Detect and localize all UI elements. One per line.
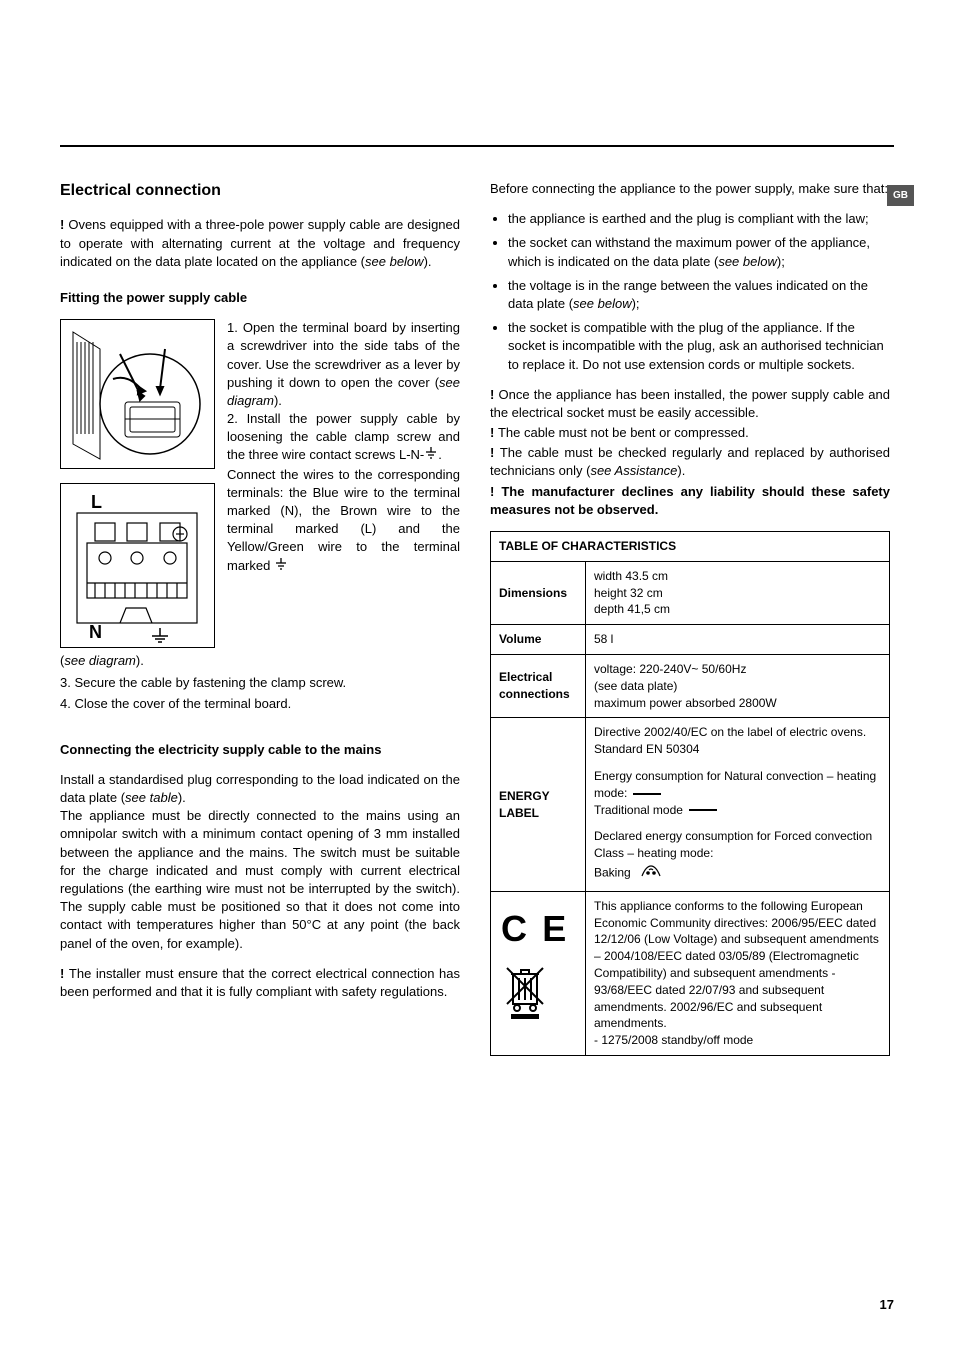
row-energy-label: ENERGY LABEL [491, 718, 586, 891]
warn2: ! The cable must not be bent or compress… [490, 424, 890, 442]
en-v1: Directive 2002/40/EC on the label of ele… [594, 725, 866, 756]
bullet-1: the appliance is earthed and the plug is… [508, 210, 890, 228]
mains-a: Install a standardised plug correspondin… [60, 772, 460, 805]
w3i: see Assistance [590, 463, 677, 478]
b3i: see below [573, 296, 632, 311]
step4: 4. Close the cover of the terminal board… [60, 695, 460, 713]
mains-b: ). [178, 790, 186, 805]
diagram-wiring: L N [60, 483, 215, 648]
afterfig-b: ). [136, 653, 144, 668]
w2p: ! [490, 425, 498, 440]
warn4: ! The manufacturer declines any liabilit… [490, 483, 890, 519]
comp-text2: - 1275/2008 standby/off mode [594, 1033, 753, 1047]
mains-c: The appliance must be directly connected… [60, 808, 460, 950]
step1-b: ). [274, 393, 282, 408]
step3: 3. Secure the cable by fastening the cla… [60, 674, 460, 692]
afterfig-italic: see diagram [64, 653, 136, 668]
table-title: TABLE OF CHARACTERISTICS [491, 532, 890, 562]
mains-italic: see table [125, 790, 178, 805]
w3b: ). [677, 463, 685, 478]
section-heading-electrical: Electrical connection [60, 180, 460, 202]
dim-v1: width 43.5 cm [594, 569, 668, 583]
b2b: ); [777, 254, 785, 269]
sub-heading-mains: Connecting the electricity supply cable … [60, 741, 460, 759]
label-L: L [91, 492, 102, 512]
terminal-open-icon [65, 324, 210, 464]
bullet-list: the appliance is earthed and the plug is… [490, 210, 890, 374]
baking-fan-icon [640, 862, 662, 885]
language-tab: GB [887, 185, 914, 206]
row-dimensions-value: width 43.5 cm height 32 cm depth 41,5 cm [586, 561, 890, 624]
w2t: The cable must not be bent or compressed… [498, 425, 749, 440]
warn3: ! The cable must be checked regularly an… [490, 444, 890, 480]
row-compliance-text: This appliance conforms to the following… [586, 891, 890, 1055]
intro-paragraph: ! Ovens equipped with a three-pole power… [60, 216, 460, 271]
sub-heading-fitting: Fitting the power supply cable [60, 289, 460, 307]
installer-warning: ! The installer must ensure that the cor… [60, 965, 460, 1001]
diagram-open-terminal [60, 319, 215, 469]
en-v2b: Traditional mode [594, 803, 683, 817]
step1-a: 1. Open the terminal board by inserting … [227, 320, 460, 390]
b3b: ); [632, 296, 640, 311]
warn1: ! Once the appliance has been installed,… [490, 386, 890, 422]
dim-v2: height 32 cm [594, 586, 663, 600]
top-rule [60, 145, 894, 147]
row-volume-value: 58 l [586, 625, 890, 655]
en-v2a: Energy consumption for Natural convectio… [594, 769, 876, 800]
wiring-icon: L N [65, 488, 210, 643]
heatmode-line-icon-2 [689, 809, 717, 811]
row-energy-value: Directive 2002/40/EC on the label of ele… [586, 718, 890, 891]
ground-icon-inline-2 [274, 557, 288, 576]
right-column: Before connecting the appliance to the p… [490, 180, 890, 1056]
intro-suffix: ). [424, 254, 432, 269]
w3p: ! [490, 445, 500, 460]
step2-d: Connect the wires to the corresponding t… [227, 467, 460, 573]
heatmode-line-icon-1 [633, 793, 661, 795]
el-v1: voltage: 220-240V~ 50/60Hz [594, 662, 746, 676]
left-column: Electrical connection ! Ovens equipped w… [60, 180, 460, 1056]
see-diagram-after: (see diagram). [60, 652, 460, 670]
w3a: The cable must be checked regularly and … [490, 445, 890, 478]
el-v2: (see data plate) [594, 679, 677, 693]
figure-stack: L N [60, 319, 215, 648]
right-intro: Before connecting the appliance to the p… [490, 180, 890, 198]
page-number: 17 [880, 1297, 894, 1312]
b3a: the voltage is in the range between the … [508, 278, 868, 311]
row-electrical-label: Electrical connections [491, 654, 586, 717]
row-compliance-icons: C E [491, 891, 586, 1055]
characteristics-table: TABLE OF CHARACTERISTICS Dimensions widt… [490, 531, 890, 1056]
steps-text: 1. Open the terminal board by inserting … [227, 319, 460, 648]
installer-prefix: ! [60, 966, 69, 981]
mains-paragraph: Install a standardised plug correspondin… [60, 771, 460, 953]
b2a: the socket can withstand the maximum pow… [508, 235, 870, 268]
ce-mark-icon: C E [501, 904, 570, 954]
row-volume-label: Volume [491, 625, 586, 655]
en-v3b: Baking [594, 866, 631, 880]
w1p: ! [490, 387, 499, 402]
row-electrical-value: voltage: 220-240V~ 50/60Hz (see data pla… [586, 654, 890, 717]
en-v3a: Declared energy consumption for Forced c… [594, 829, 872, 860]
page: GB Electrical connection ! Ovens equippe… [0, 0, 954, 1350]
content-columns: Electrical connection ! Ovens equipped w… [60, 180, 894, 1056]
installer-text: The installer must ensure that the corre… [60, 966, 460, 999]
row-dimensions-label: Dimensions [491, 561, 586, 624]
figure-text-wrap: L N 1. Open the term [60, 319, 460, 648]
ground-icon-inline-1 [424, 446, 438, 465]
w1t: Once the appliance has been installed, t… [490, 387, 890, 420]
label-N: N [89, 622, 102, 642]
bullet-3: the voltage is in the range between the … [508, 277, 890, 313]
b2i: see below [718, 254, 777, 269]
weee-bin-icon [501, 962, 549, 1025]
bullet-4: the socket is compatible with the plug o… [508, 319, 890, 374]
step2-c: . [438, 447, 442, 462]
el-v3: maximum power absorbed 2800W [594, 696, 777, 710]
dim-v3: depth 41,5 cm [594, 602, 670, 616]
bullet-2: the socket can withstand the maximum pow… [508, 234, 890, 270]
see-below-1: see below [365, 254, 424, 269]
comp-text: This appliance conforms to the following… [594, 899, 879, 1031]
